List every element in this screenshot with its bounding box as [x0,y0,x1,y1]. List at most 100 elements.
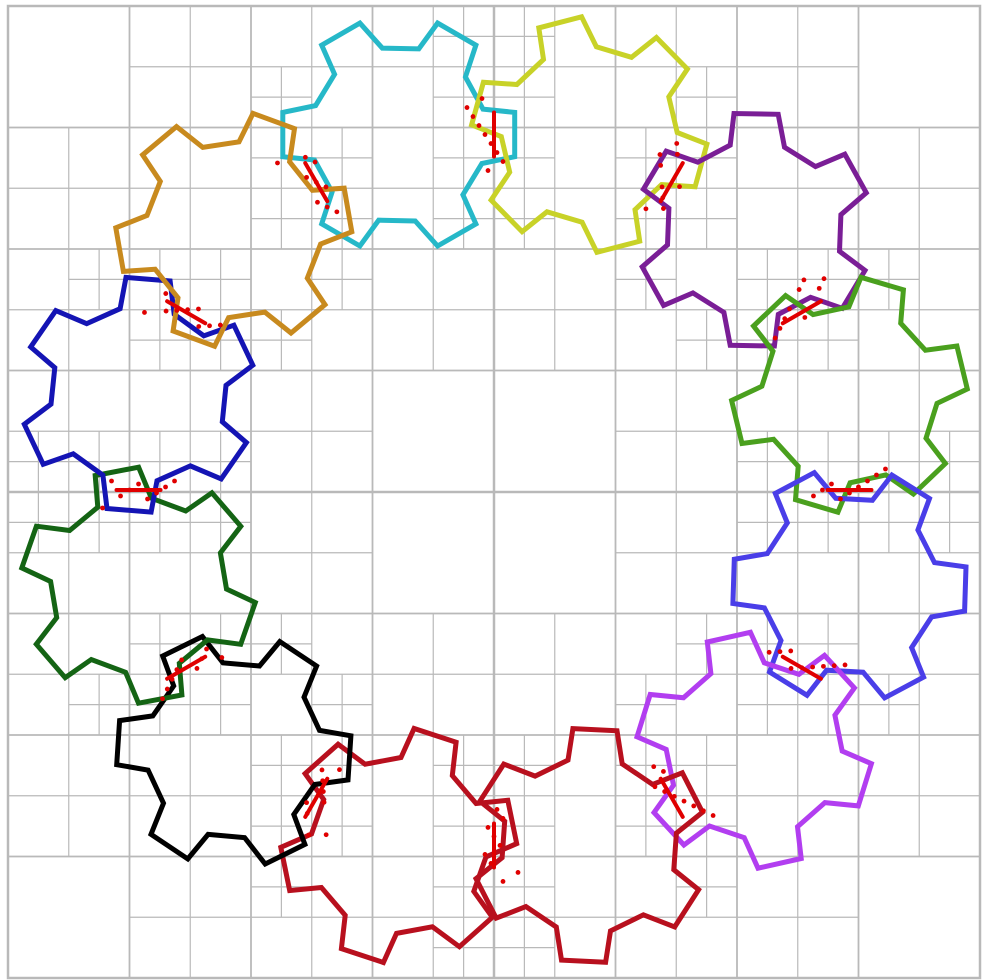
contact-point [491,834,497,839]
gear-layer [18,13,971,966]
contact-point [710,813,716,818]
contact-point [488,141,494,146]
contact-point [100,505,105,511]
contact-point [661,206,666,211]
contact-point [163,291,169,296]
contact-point [321,799,327,805]
contact-point [154,490,159,496]
contact-point [674,141,680,146]
contact-point [821,663,826,669]
contact-point [304,800,309,806]
contact-point [118,493,123,499]
contact-point [323,184,329,190]
contact-point [657,152,663,157]
contact-point [488,861,494,866]
contact-point [500,159,506,164]
contact-point [497,843,503,848]
contact-point [174,307,180,313]
contact-point [821,276,827,282]
contact-segment [658,776,685,819]
contact-segment [165,654,208,681]
contact-layer [100,96,888,884]
contact-segment [658,161,685,204]
contact-point [831,663,837,669]
gear-green [728,274,971,516]
contact-point [160,696,165,702]
contact-point [772,335,778,341]
contact-point [500,879,506,884]
contact-point [172,478,177,484]
contact-point [136,481,141,487]
contact-point [324,204,330,210]
contact-point [782,316,788,322]
contact-point [652,784,658,790]
gear-red-right [472,725,706,965]
contact-point [482,132,488,137]
contact-point [802,315,808,320]
contact-point [810,664,816,670]
contact-point [681,798,687,804]
contact-point [658,162,664,168]
contact-point [304,174,309,180]
contact-point [660,195,666,201]
contact-point [207,323,212,329]
contact-point [515,870,521,875]
gear-navy [21,274,256,515]
contact-segment [303,776,330,819]
contact-point [196,306,201,312]
contact-point [174,667,180,673]
contact-point [766,649,772,655]
gear-cyan [280,19,518,250]
contact-point [109,478,114,484]
contact-point [313,179,319,185]
contact-point [163,484,168,490]
gear-dark-green [18,464,259,707]
contact-point [334,209,340,215]
contact-point [179,657,185,663]
contact-point [320,778,326,784]
contact-point [829,481,834,487]
contact-point [838,496,843,502]
contact-point [470,114,476,119]
contact-point [659,184,665,190]
contact-point [312,159,318,165]
contact-point [302,154,308,160]
contact-point [315,199,320,205]
contact-point [145,496,150,502]
contact-point [127,487,132,493]
contact-point [169,676,175,682]
contact-point [185,307,191,313]
contact-point [199,656,205,662]
contact-point [217,322,223,328]
contact-point [856,484,861,490]
contact-point [787,306,792,312]
contact-point [319,767,325,773]
contact-point [701,808,706,814]
contact-point [847,490,852,496]
gear-red-left [277,725,520,966]
contact-point [479,96,485,101]
contact-point [142,310,147,315]
contact-point [500,816,506,821]
contact-point [788,666,794,671]
contact-point [816,285,822,291]
contact-point [677,184,682,190]
contact-point [306,832,312,838]
contact-point [164,686,170,692]
contact-point [196,324,202,329]
contact-segment [780,299,823,326]
gear-blue-violet [730,469,969,702]
gear-purple [639,110,870,349]
contact-point [494,807,500,812]
contact-point [476,123,482,128]
contact-point [163,308,169,314]
contact-point [865,478,870,484]
contact-point [323,832,329,838]
contact-point [485,825,491,830]
gear-orange [112,110,355,350]
contact-point [691,803,697,809]
contact-point [485,168,491,173]
contact-point [304,811,310,816]
contact-point [874,472,879,478]
